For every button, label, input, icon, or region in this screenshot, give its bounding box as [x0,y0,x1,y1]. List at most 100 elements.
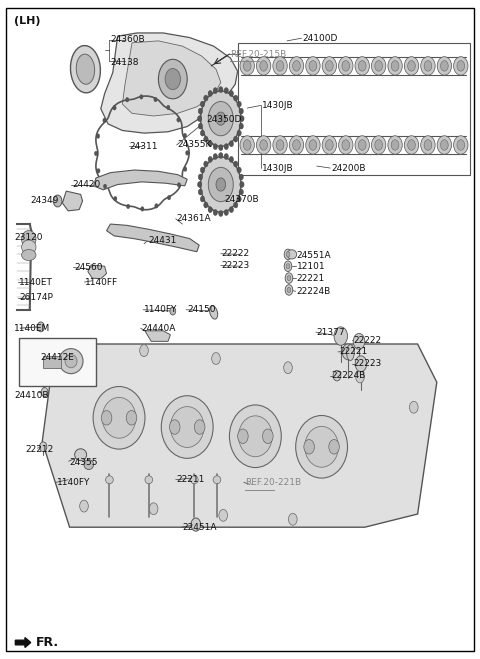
Ellipse shape [208,167,233,202]
Ellipse shape [204,95,208,101]
Text: 24551A: 24551A [297,251,331,260]
Ellipse shape [177,117,180,122]
Ellipse shape [276,140,284,150]
Ellipse shape [229,207,233,213]
Text: 24440A: 24440A [142,324,176,333]
Ellipse shape [237,167,241,173]
Text: REF.20-221B: REF.20-221B [245,478,301,487]
Ellipse shape [288,513,297,525]
Polygon shape [94,170,187,190]
Ellipse shape [287,250,297,259]
Text: 1140FF: 1140FF [85,277,119,287]
Ellipse shape [408,61,415,71]
Polygon shape [62,191,83,211]
Ellipse shape [39,442,47,452]
Ellipse shape [239,416,272,457]
Ellipse shape [309,61,317,71]
Ellipse shape [293,61,300,71]
Ellipse shape [285,285,293,295]
Ellipse shape [224,210,228,215]
Ellipse shape [240,116,244,121]
Ellipse shape [454,57,468,75]
Ellipse shape [404,57,419,75]
Ellipse shape [219,509,228,521]
Ellipse shape [243,140,251,150]
Ellipse shape [201,157,241,212]
Text: 22221: 22221 [339,347,367,357]
Text: 1140ET: 1140ET [19,277,53,287]
Ellipse shape [102,397,136,438]
Ellipse shape [238,429,248,444]
Polygon shape [101,33,238,133]
Ellipse shape [342,140,349,150]
Bar [43,356,61,368]
Ellipse shape [167,105,170,110]
Ellipse shape [101,411,112,425]
Ellipse shape [208,156,213,162]
Ellipse shape [80,500,88,512]
Ellipse shape [76,54,95,84]
Ellipse shape [204,136,208,142]
Text: 24138: 24138 [110,58,139,67]
Polygon shape [107,224,199,252]
Ellipse shape [185,150,189,155]
Ellipse shape [213,154,217,159]
Bar [238,43,470,175]
Ellipse shape [213,210,217,215]
Ellipse shape [322,57,336,75]
Ellipse shape [59,349,83,374]
Ellipse shape [286,264,290,269]
Ellipse shape [286,252,290,257]
Ellipse shape [198,116,202,121]
Ellipse shape [219,152,223,159]
Ellipse shape [355,136,370,154]
Text: 1430JB: 1430JB [262,101,293,110]
Ellipse shape [239,108,243,114]
Text: 22211: 22211 [177,475,205,484]
Ellipse shape [234,202,238,208]
Text: REF.20-215B: REF.20-215B [230,49,287,59]
Text: 24560: 24560 [74,263,103,272]
Text: 21377: 21377 [317,328,346,337]
Ellipse shape [437,136,452,154]
Text: 1140FY: 1140FY [57,478,90,487]
Polygon shape [145,331,170,341]
Bar [19,338,96,386]
Ellipse shape [65,351,74,363]
Ellipse shape [198,108,203,114]
Ellipse shape [372,136,386,154]
Ellipse shape [240,57,254,75]
Text: 22212: 22212 [25,445,54,454]
Ellipse shape [224,154,228,159]
Text: 26174P: 26174P [19,293,53,302]
Ellipse shape [296,415,348,478]
Ellipse shape [287,287,291,293]
Text: 1430JB: 1430JB [262,163,293,173]
Ellipse shape [239,174,243,180]
Ellipse shape [355,356,367,372]
Text: (LH): (LH) [14,16,41,26]
Ellipse shape [276,61,284,71]
Ellipse shape [165,69,180,90]
Ellipse shape [154,98,157,102]
Ellipse shape [338,57,353,75]
Ellipse shape [22,231,36,248]
Ellipse shape [216,112,226,125]
Ellipse shape [198,123,203,129]
Ellipse shape [191,518,201,531]
Ellipse shape [141,206,144,211]
Ellipse shape [355,57,370,75]
Ellipse shape [424,140,432,150]
Ellipse shape [309,140,317,150]
Ellipse shape [200,167,204,173]
Ellipse shape [208,207,212,213]
Ellipse shape [140,95,143,100]
Ellipse shape [347,345,354,360]
Ellipse shape [293,140,300,150]
Text: 22224B: 22224B [297,287,331,296]
Polygon shape [42,344,437,527]
Ellipse shape [273,136,287,154]
Text: 22221: 22221 [297,273,325,283]
Ellipse shape [208,101,233,136]
Text: 24431: 24431 [149,236,177,245]
